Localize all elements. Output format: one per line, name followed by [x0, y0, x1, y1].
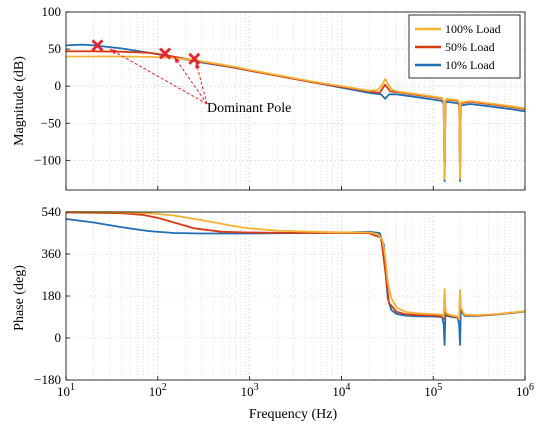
- x-tick-label: 106: [516, 382, 534, 399]
- phase-plot: 540 360 180 0 −180 101 102 103 104 105 106 Phase …: [12, 204, 534, 422]
- series-line-100load: [66, 211, 526, 321]
- magnitude-y-ticks: 100 50 0 −50 −100: [34, 4, 526, 190]
- magnitude-ylabel: Magnitude (dB): [12, 56, 27, 146]
- x-tick-label: 105: [424, 382, 442, 399]
- dominant-pole-marker: [91, 39, 104, 52]
- x-tick-label: 104: [332, 382, 350, 399]
- annotation-arrowhead: [173, 56, 180, 64]
- y-tick-label: −100: [34, 152, 61, 167]
- y-tick-label: 540: [42, 204, 62, 219]
- y-tick-label: 0: [55, 78, 62, 93]
- x-tick-label: 102: [149, 382, 167, 399]
- annotation-arrow: [109, 48, 208, 105]
- annotation-arrowhead: [109, 49, 117, 55]
- phase-series: [65, 211, 526, 346]
- x-tick-label: 101: [57, 382, 75, 399]
- dominant-pole-label: Dominant Pole: [207, 101, 291, 116]
- frequency-xlabel: Frequency (Hz): [249, 407, 338, 422]
- y-tick-label: 360: [42, 246, 62, 261]
- dominant-pole-markers: [91, 39, 201, 65]
- legend-entry-10: 10% Load: [445, 58, 495, 72]
- series-line-100load: [66, 55, 526, 180]
- phase-y-ticks: 540 360 180 0 −180: [34, 204, 526, 387]
- annotation-arrow: [195, 61, 208, 105]
- legend-entry-100: 100% Load: [445, 22, 501, 36]
- series-line-10load: [65, 218, 526, 346]
- y-tick-label: −180: [34, 372, 61, 387]
- y-tick-label: 50: [48, 41, 61, 56]
- y-tick-label: 180: [42, 288, 62, 303]
- dominant-pole-marker: [159, 47, 172, 60]
- phase-ylabel: Phase (deg): [12, 265, 27, 331]
- magnitude-axes-frame: [65, 11, 526, 191]
- dominant-pole-marker: [188, 52, 201, 65]
- legend: 100% Load 50% Load 10% Load: [408, 14, 521, 79]
- magnitude-plot: Dominant Pole 100 50 0 −50 −100 Magnitude (d…: [12, 4, 526, 191]
- x-tick-label: 103: [241, 382, 259, 399]
- legend-entry-50: 50% Load: [445, 40, 495, 54]
- annotation-arrowhead: [195, 61, 200, 69]
- y-tick-label: 0: [55, 330, 62, 345]
- phase-x-ticks: 101 102 103 104 105 106: [57, 382, 534, 399]
- y-tick-label: 100: [42, 4, 62, 19]
- y-tick-label: −50: [41, 115, 61, 130]
- dominant-pole-annotation: Dominant Pole: [109, 48, 291, 116]
